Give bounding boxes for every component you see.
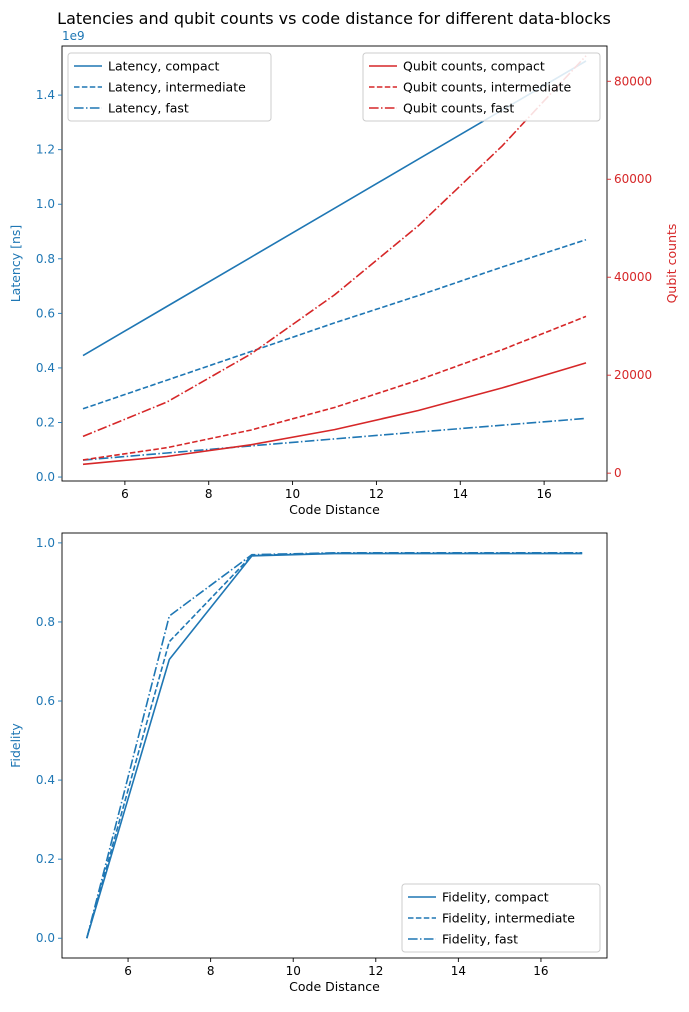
x-tick-label: 16: [533, 964, 548, 978]
legend-box: [401, 883, 601, 953]
x-tick-label: 14: [451, 964, 466, 978]
y-tick-label: 0.6: [36, 306, 55, 320]
legend-box: [362, 52, 601, 122]
x-axis-label: Code Distance: [289, 979, 380, 994]
series-line-5: [82, 315, 587, 461]
legend-label: Latency, fast: [108, 101, 189, 116]
x-tick-label: 16: [536, 487, 551, 501]
y-tick-label: 1.0: [36, 536, 55, 550]
y-axis-label: Latency [ns]: [8, 225, 23, 303]
y2-axis-label: Qubit counts: [664, 224, 679, 304]
x-tick-label: 8: [205, 487, 213, 501]
legend-label: Qubit counts, compact: [403, 59, 545, 74]
y-tick-label: 0.8: [36, 615, 55, 629]
legend-1: Latency, compact Latency, intermediate Lat…: [67, 52, 272, 122]
y-tick-label: 0.6: [36, 694, 55, 708]
y-tick-label: 0.8: [36, 252, 55, 266]
series-line-3: [86, 551, 583, 939]
x-tick-label: 10: [285, 487, 300, 501]
legend-label: Fidelity, intermediate: [442, 911, 575, 926]
y2-tick-label: 0: [614, 466, 622, 480]
plot-frame: [61, 45, 608, 482]
plot-frame: [61, 532, 608, 959]
legend-label: Latency, intermediate: [108, 80, 246, 95]
y2-tick-label: 40000: [614, 270, 652, 284]
y2-tick-label: 60000: [614, 172, 652, 186]
x-tick-label: 6: [121, 487, 129, 501]
chart-title: Latencies and qubit counts vs code dista…: [57, 9, 611, 28]
legend-label: Qubit counts, intermediate: [403, 80, 572, 95]
y-offset-text: 1e9: [62, 29, 85, 43]
y-tick-label: 0.0: [36, 470, 55, 484]
y-tick-label: 0.0: [36, 931, 55, 945]
legend-box: [67, 52, 272, 122]
legend-1: Fidelity, compact Fidelity, intermediate F…: [401, 883, 601, 953]
legend-label: Qubit counts, fast: [403, 101, 514, 116]
y-tick-label: 1.0: [36, 197, 55, 211]
x-axis-label: Code Distance: [289, 502, 380, 517]
x-tick-label: 10: [286, 964, 301, 978]
y2-tick-label: 20000: [614, 368, 652, 382]
x-tick-label: 12: [368, 964, 383, 978]
legend-label: Fidelity, fast: [442, 932, 518, 947]
fidelity-panel: 6 8 10 12 14 16 Code Distance 0.0 0.2 0.4 0.6 0.8 1.…: [8, 532, 608, 994]
x-tick-label: 6: [124, 964, 132, 978]
y-tick-label: 1.2: [36, 143, 55, 157]
y-tick-label: 0.4: [36, 773, 55, 787]
series-line-2: [86, 552, 583, 939]
y-tick-label: 0.2: [36, 415, 55, 429]
legend-label: Latency, compact: [108, 59, 220, 74]
series-line-6: [82, 55, 587, 438]
latency-qubit-panel: 6 8 10 12 14 16 Code Distance 0.0 0.2 0.4 0.6 0.8 1.…: [8, 29, 679, 517]
y-axis-label: Fidelity: [8, 723, 23, 768]
y-tick-label: 1.4: [36, 88, 55, 102]
series-line-2: [82, 238, 587, 410]
legend-2: Qubit counts, compact Qubit counts, inter…: [362, 52, 601, 122]
x-tick-label: 14: [453, 487, 468, 501]
legend-label: Fidelity, compact: [442, 890, 549, 905]
y-tick-label: 0.2: [36, 852, 55, 866]
y-tick-label: 0.4: [36, 361, 55, 375]
y2-tick-label: 80000: [614, 74, 652, 88]
series-line-4: [82, 362, 587, 466]
x-tick-label: 12: [369, 487, 384, 501]
series-line-3: [82, 417, 587, 461]
x-tick-label: 8: [207, 964, 215, 978]
series-line-1: [86, 552, 583, 939]
